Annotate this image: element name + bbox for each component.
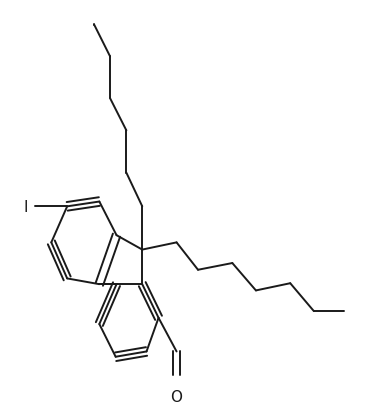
Text: I: I [23, 199, 28, 214]
Text: O: O [171, 389, 183, 404]
